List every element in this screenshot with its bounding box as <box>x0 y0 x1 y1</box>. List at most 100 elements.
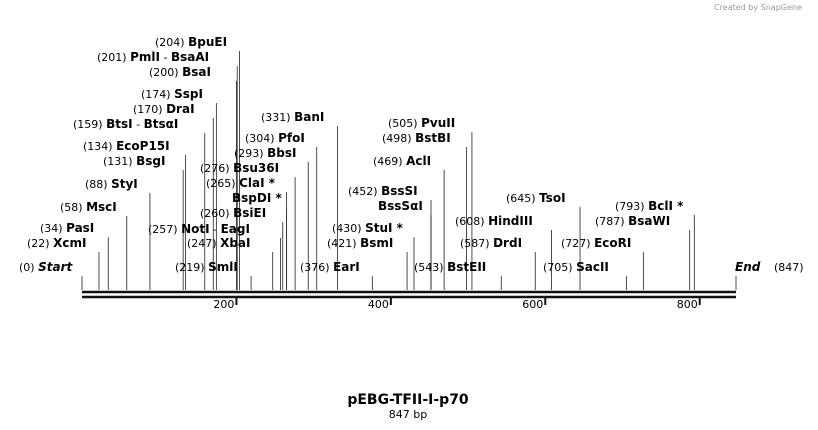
enzyme-label: (543) BstEII <box>414 260 486 274</box>
site-position: (293) <box>234 147 264 160</box>
brand: Created by SnapGene <box>714 3 802 12</box>
site-position: (787) <box>595 215 625 228</box>
enzyme-name: BssSαI <box>378 199 423 213</box>
enzyme-label: (505) PvuII <box>388 116 455 130</box>
site-position: (727) <box>561 237 591 250</box>
enzyme-name: BanI <box>294 110 324 124</box>
enzyme-name: SmlI <box>208 260 238 274</box>
enzyme-name: EcoP15I <box>116 139 170 153</box>
enzyme-label: (247) XbaI <box>187 236 251 250</box>
enzyme-name: SspI <box>174 87 203 101</box>
enzyme-name: XbaI <box>220 236 250 250</box>
enzyme-name: BstEII <box>447 260 486 274</box>
site-position: (22) <box>27 237 50 250</box>
enzyme-name: BsiEI <box>233 206 266 220</box>
enzyme-label: (159) BtsI - BtsαI <box>73 117 178 131</box>
enzyme-label: (498) BstBI <box>382 131 451 145</box>
enzyme-name: BtsI <box>106 117 133 131</box>
site-position: (170) <box>133 103 163 116</box>
site-position: (587) <box>460 237 490 250</box>
enzyme-name: HindIII <box>488 214 533 228</box>
enzyme-label: (421) BsmI <box>327 236 393 250</box>
enzyme-label: (331) BanI <box>261 110 324 124</box>
separator: - <box>163 51 167 64</box>
site-position: (430) <box>332 222 362 235</box>
separator: - <box>213 223 217 236</box>
enzyme-name: PmlI <box>130 50 160 64</box>
site-position: (505) <box>388 117 418 130</box>
enzyme-label: (201) PmlI - BsaAI <box>97 50 209 64</box>
site-position: (608) <box>455 215 485 228</box>
enzyme-label: (200) BsaI <box>149 65 211 79</box>
enzyme-name: ClaI * <box>239 176 276 190</box>
enzyme-name: BsaI <box>182 65 211 79</box>
site-position: (260) <box>200 207 230 220</box>
site-position: (793) <box>615 200 645 213</box>
enzyme-label: (376) EarI <box>300 260 360 274</box>
enzyme-name: DrdI <box>493 236 522 250</box>
enzyme-name: PasI <box>66 221 94 235</box>
site-position: (200) <box>149 66 179 79</box>
enzyme-label: (134) EcoP15I <box>83 139 170 153</box>
enzyme-label: (219) SmlI <box>175 260 238 274</box>
site-position: (304) <box>245 132 275 145</box>
enzyme-label: (608) HindIII <box>455 214 533 228</box>
enzyme-label: (0) Start <box>19 260 73 274</box>
enzyme-name: BclI * <box>648 199 684 213</box>
enzyme-label: (705) SacII <box>543 260 609 274</box>
enzyme-label: (469) AclI <box>373 154 431 168</box>
scale-label: 600 <box>522 298 543 311</box>
site-position: (134) <box>83 140 113 153</box>
enzyme-name: NotI <box>181 222 210 236</box>
site-position: (34) <box>40 222 63 235</box>
site-position: (421) <box>327 237 357 250</box>
scale-label: 800 <box>677 298 698 311</box>
site-position: (376) <box>300 261 330 274</box>
enzyme-name: BstBI <box>415 131 451 145</box>
enzyme-label: BssSαI <box>378 199 423 213</box>
site-position: (257) <box>148 223 178 236</box>
site-position: (331) <box>261 111 291 124</box>
enzyme-name: BsaWI <box>628 214 670 228</box>
enzyme-label: (793) BclI * <box>615 199 684 213</box>
site-position: (847) <box>774 261 804 274</box>
enzyme-name: BssSI <box>381 184 418 198</box>
map-subtitle: 847 bp <box>389 408 427 421</box>
enzyme-name: BtsαI <box>144 117 179 131</box>
enzyme-label: (34) PasI <box>40 221 94 235</box>
enzyme-name: EcoRI <box>594 236 631 250</box>
site-position: (204) <box>155 36 185 49</box>
enzyme-label: (293) BbsI <box>234 146 296 160</box>
end-label: End <box>735 260 761 274</box>
enzyme-label: (276) Bsu36I <box>200 161 279 175</box>
enzyme-name: BspDI * <box>232 191 282 205</box>
site-position: (452) <box>348 185 378 198</box>
site-position: (131) <box>103 155 133 168</box>
enzyme-name: PfoI <box>278 131 305 145</box>
enzyme-name: MscI <box>86 200 117 214</box>
enzyme-name: XcmI <box>53 236 86 250</box>
enzyme-label: (265) ClaI * <box>206 176 276 190</box>
enzyme-label: (452) BssSI <box>348 184 418 198</box>
site-position: (247) <box>187 237 217 250</box>
enzyme-name: PvuII <box>421 116 455 130</box>
enzyme-label: (257) NotI - EagI <box>148 222 250 236</box>
enzyme-label: (260) BsiEI <box>200 206 266 220</box>
enzyme-label: (170) DraI <box>133 102 195 116</box>
enzyme-label: (727) EcoRI <box>561 236 631 250</box>
enzyme-name: StuI * <box>365 221 404 235</box>
enzyme-name: SacII <box>576 260 609 274</box>
site-position: (0) <box>19 261 35 274</box>
site-position: (174) <box>141 88 171 101</box>
scale-label: 200 <box>213 298 234 311</box>
enzyme-label: (587) DrdI <box>460 236 522 250</box>
site-position: (498) <box>382 132 412 145</box>
enzyme-label: (787) BsaWI <box>595 214 670 228</box>
site-position: (705) <box>543 261 573 274</box>
site-position: (88) <box>85 178 108 191</box>
enzyme-label: (131) BsgI <box>103 154 165 168</box>
enzyme-name: Bsu36I <box>233 161 279 175</box>
site-position: (469) <box>373 155 403 168</box>
enzyme-label: BspDI * <box>232 191 282 205</box>
